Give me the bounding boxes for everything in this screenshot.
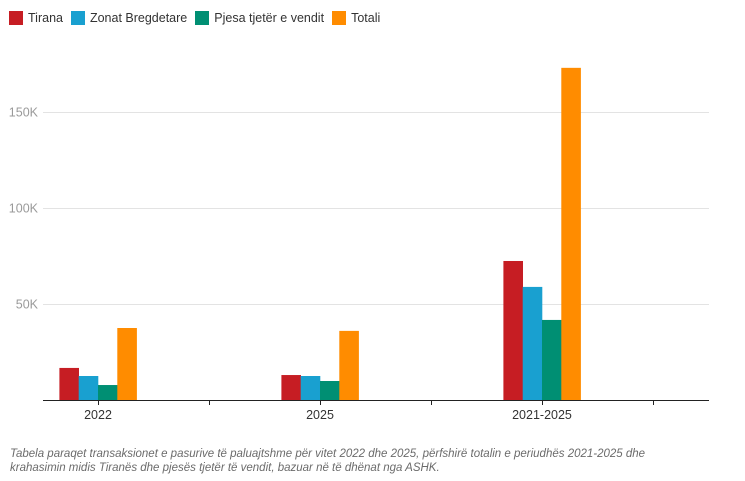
bar [117,328,137,400]
chart-caption: Tabela paraqet transaksionet e pasurive … [10,448,646,474]
legend-label: Pjesa tjetër e vendit [214,11,325,25]
chart-legend: Tirana Zonat Bregdetare Pjesa tjetër e v… [9,11,388,25]
y-tick-label: 100K [9,202,39,216]
legend-label: Totali [351,11,381,25]
bar [98,385,118,400]
legend-item-totali[interactable]: Totali [332,11,380,25]
legend-item-tirana[interactable]: Tirana [9,11,63,25]
bar [281,375,301,400]
legend-swatch [332,11,347,25]
x-tick-label: 2022 [84,408,112,422]
bar-chart: 50K 100K 150K 2022 2025 2021-2025 [9,67,709,422]
bar [561,67,581,400]
bar [59,367,79,400]
x-tick-label: 2025 [306,408,334,422]
x-tick-label: 2021-2025 [512,408,572,422]
bar [300,376,321,400]
bar [503,260,523,400]
legend-swatch [195,11,210,25]
bar [320,380,340,400]
bar [78,376,99,400]
legend-swatch [70,11,85,25]
legend-item-zonat-bregdetare[interactable]: Zonat Bregdetare [70,11,188,25]
bar [542,319,562,400]
legend-swatch [9,11,23,25]
y-tick-label: 50K [16,298,39,312]
legend-label: Tirana [28,11,63,25]
bar [339,330,359,400]
legend-item-pjesa-tjeter[interactable]: Pjesa tjetër e vendit [195,11,324,25]
y-tick-label: 150K [9,106,39,120]
bar [522,286,543,400]
legend-label: Zonat Bregdetare [89,11,188,25]
